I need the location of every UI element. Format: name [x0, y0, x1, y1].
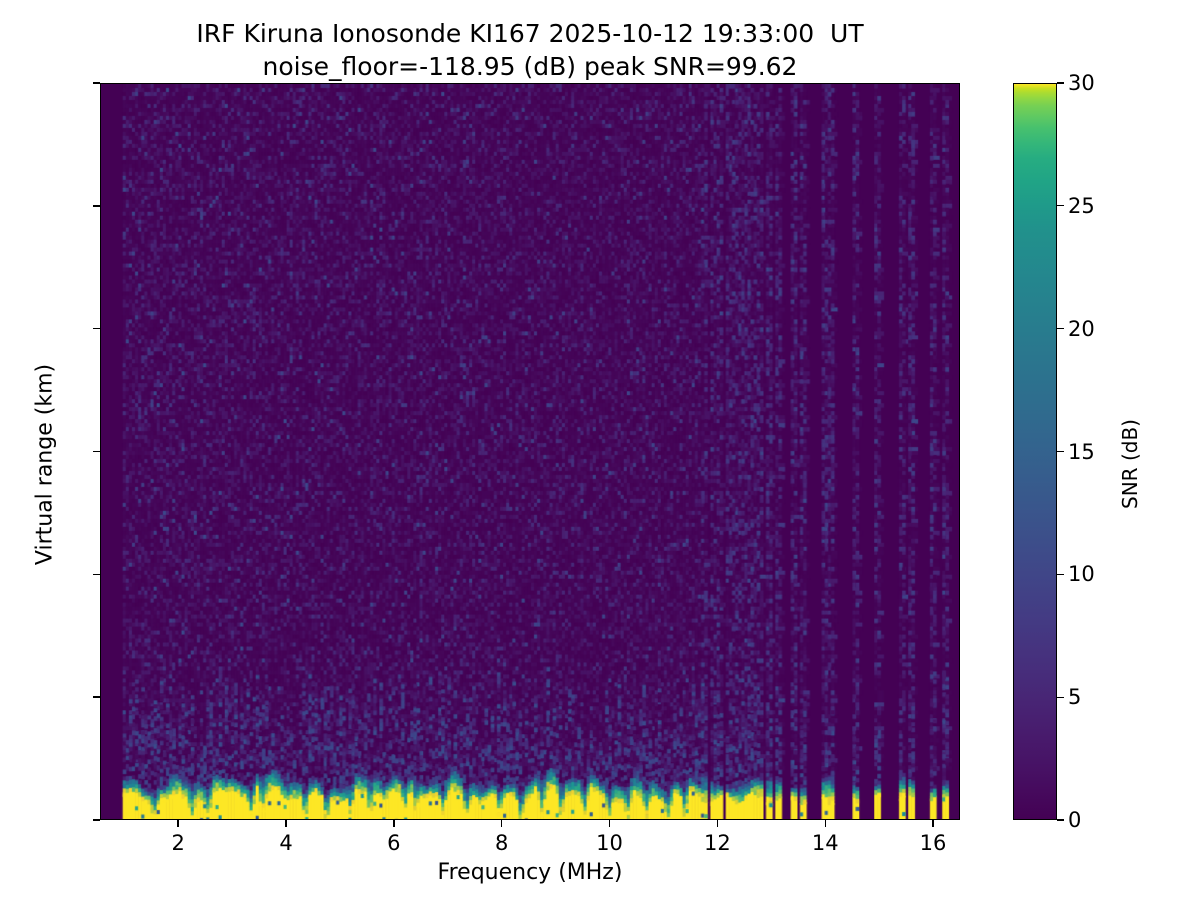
x-axis-tick-labels: 2 4 6 8 10 12 14 16 [0, 831, 1200, 861]
x-tick-mark [500, 820, 503, 827]
y-tick-mark [93, 573, 100, 576]
y-tick-mark [93, 327, 100, 330]
x-tick-label: 2 [171, 831, 185, 855]
y-axis-ticks [93, 0, 100, 900]
x-tick-mark [824, 820, 826, 827]
x-tick-label: 8 [495, 831, 509, 855]
colorbar-tick-label: 30 [1068, 71, 1095, 95]
plot-area[interactable] [100, 83, 960, 820]
x-tick-mark [393, 820, 395, 827]
colorbar-tick-mark [1057, 819, 1064, 821]
colorbar-tick-label: 10 [1068, 562, 1095, 587]
y-tick-mark [93, 819, 100, 821]
colorbar-tick-label: 15 [1068, 439, 1095, 464]
x-tick-label: 6 [387, 831, 401, 855]
ionogram-heatmap-canvas[interactable] [101, 84, 959, 819]
x-tick-label: 12 [703, 831, 731, 855]
x-axis-title: Frequency (MHz) [437, 860, 623, 885]
y-axis-title: Virtual range (km) [32, 363, 58, 566]
y-tick-mark [93, 82, 100, 84]
colorbar-tick-label: 5 [1068, 685, 1082, 710]
x-axis-ticks [0, 820, 1200, 828]
y-tick-mark [93, 205, 100, 207]
colorbar-ticks [1057, 0, 1067, 900]
colorbar[interactable] [1013, 83, 1057, 820]
colorbar-tick-label: 25 [1068, 193, 1095, 218]
colorbar-tick-mark [1057, 328, 1064, 330]
x-tick-label: 16 [919, 831, 947, 855]
colorbar-tick-mark [1057, 573, 1064, 575]
y-tick-mark [93, 696, 100, 698]
colorbar-title: SNR (dB) [1118, 419, 1142, 509]
x-tick-mark [177, 820, 179, 827]
colorbar-tick-mark [1057, 205, 1064, 207]
x-tick-mark [716, 820, 719, 827]
colorbar-tick-label: 0 [1068, 808, 1082, 832]
colorbar-tick-mark [1057, 82, 1064, 84]
title-line-2: noise_floor=-118.95 (dB) peak SNR=99.62 [262, 51, 798, 81]
x-tick-label: 14 [811, 831, 839, 855]
colorbar-tick-mark [1057, 696, 1064, 698]
y-tick-mark [93, 450, 100, 453]
x-tick-label: 4 [279, 831, 293, 855]
x-tick-label: 10 [596, 831, 623, 855]
colorbar-tick-label: 20 [1068, 316, 1095, 341]
title-line-1: IRF Kiruna Ionosonde KI167 2025-10-12 19… [196, 19, 864, 48]
colorbar-tick-labels: 0 5 10 15 20 25 30 [1068, 0, 1138, 900]
figure-title: IRF Kiruna Ionosonde KI167 2025-10-12 19… [0, 18, 1060, 83]
x-tick-mark [608, 820, 611, 827]
colorbar-tick-mark [1057, 450, 1064, 453]
x-tick-mark [932, 820, 934, 827]
x-tick-mark [285, 820, 287, 827]
